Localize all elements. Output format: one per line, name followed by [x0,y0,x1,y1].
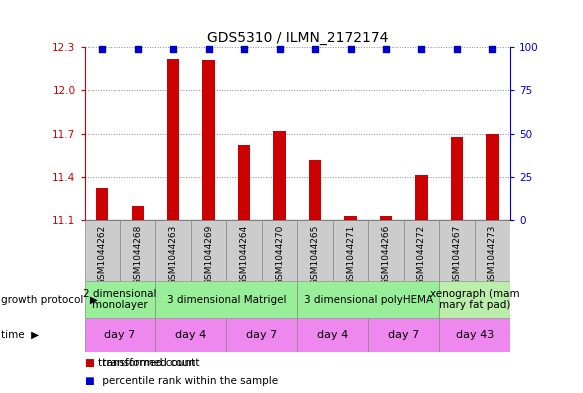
Point [417,46,426,52]
Bar [297,281,439,318]
Bar [297,220,333,281]
Bar [439,281,510,318]
Text: GSM1044265: GSM1044265 [311,225,319,285]
Bar [415,175,428,220]
Text: 2 dimensional
monolayer: 2 dimensional monolayer [83,289,157,310]
Bar [345,216,357,220]
Bar [156,281,297,318]
Text: ■ transformed count: ■ transformed count [85,358,195,368]
Bar [368,220,404,281]
Text: percentile rank within the sample: percentile rank within the sample [99,376,278,386]
Text: xenograph (mam
mary fat pad): xenograph (mam mary fat pad) [430,289,519,310]
Bar [475,220,510,281]
Bar [451,136,463,220]
Point [204,46,213,52]
Bar [167,59,180,220]
Bar [439,318,510,352]
Point [381,46,391,52]
Text: 3 dimensional polyHEMA: 3 dimensional polyHEMA [304,295,433,305]
Text: GSM1044264: GSM1044264 [240,225,248,285]
Text: time  ▶: time ▶ [1,330,38,340]
Bar [380,216,392,220]
Bar [132,206,144,220]
Text: day 4: day 4 [175,330,206,340]
Point [240,46,249,52]
Text: GSM1044272: GSM1044272 [417,225,426,285]
Bar [273,131,286,220]
Text: GSM1044268: GSM1044268 [134,225,142,285]
Bar [333,220,368,281]
Text: day 7: day 7 [246,330,278,340]
Text: day 43: day 43 [455,330,494,340]
Bar [226,318,297,352]
Text: ■: ■ [85,376,94,386]
Bar [191,220,226,281]
Bar [297,318,368,352]
Bar [439,220,475,281]
Bar [403,220,439,281]
Point [275,46,285,52]
Bar [120,220,156,281]
Bar [309,160,321,220]
Bar [96,188,108,220]
Text: GSM1044262: GSM1044262 [98,225,107,285]
Text: GSM1044273: GSM1044273 [488,225,497,285]
Text: transformed count: transformed count [99,358,199,368]
Bar [226,220,262,281]
Bar [85,220,120,281]
Text: day 7: day 7 [104,330,136,340]
Bar [262,220,297,281]
Text: GSM1044266: GSM1044266 [381,225,391,285]
Point [346,46,355,52]
Text: 3 dimensional Matrigel: 3 dimensional Matrigel [167,295,286,305]
Bar [85,318,156,352]
Point [452,46,462,52]
Bar [85,281,156,318]
Text: ■: ■ [85,358,94,368]
Bar [486,134,498,220]
Point [133,46,142,52]
Point [310,46,319,52]
Bar [368,318,439,352]
Text: GSM1044271: GSM1044271 [346,225,355,285]
Point [97,46,107,52]
Bar [156,220,191,281]
Title: GDS5310 / ILMN_2172174: GDS5310 / ILMN_2172174 [206,31,388,45]
Text: day 4: day 4 [317,330,349,340]
Text: GSM1044269: GSM1044269 [204,225,213,285]
Text: day 7: day 7 [388,330,419,340]
Bar [156,318,226,352]
Text: GSM1044270: GSM1044270 [275,225,284,285]
Point [488,46,497,52]
Point [168,46,178,52]
Bar [202,60,215,220]
Text: GSM1044263: GSM1044263 [168,225,178,285]
Text: GSM1044267: GSM1044267 [452,225,461,285]
Text: growth protocol  ▶: growth protocol ▶ [1,295,97,305]
Bar [238,145,250,220]
